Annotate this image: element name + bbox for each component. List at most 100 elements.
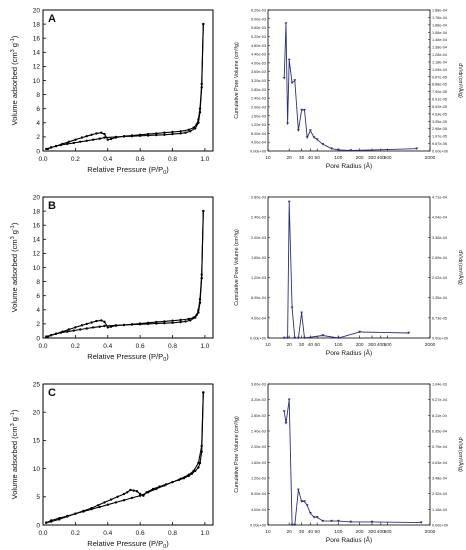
data-point: [163, 131, 166, 134]
y-tick-label-right: 8.11e-04: [432, 414, 447, 418]
y-tick-label: 2.00e-03: [251, 445, 266, 449]
y-tick-label: 2.40e-03: [251, 216, 266, 220]
data-point: [61, 330, 64, 333]
data-point: [171, 130, 174, 134]
data-point: [197, 118, 200, 121]
x-tick-label: 0.2: [71, 530, 80, 537]
y-tick-label-right: 4.71e-04: [432, 196, 447, 200]
data-point: [90, 506, 93, 510]
data-point: [106, 503, 110, 506]
panel-label: C: [48, 387, 56, 399]
y-tick-label-right: 2.02e-04: [432, 276, 447, 280]
data-point: [200, 450, 203, 453]
data-point: [116, 495, 119, 498]
data-point: [92, 138, 95, 141]
data-point: [72, 329, 76, 332]
data-point-marker: [297, 129, 300, 132]
y-tick-label: 3.60e-03: [251, 70, 266, 74]
desorption-line: [47, 24, 204, 150]
data-point: [187, 317, 190, 321]
data-point-marker: [337, 148, 340, 152]
adsorption-line: [46, 24, 204, 150]
y-tick-label: 3.60e-03: [251, 383, 266, 387]
data-point: [171, 321, 174, 324]
x-tick-label: 0.6: [136, 530, 145, 537]
x-tick-label: 0.4: [103, 530, 112, 537]
data-point: [145, 491, 148, 494]
y-tick-label: 1.60e-03: [251, 461, 266, 465]
y-tick-label: 2.40e-03: [251, 430, 266, 434]
y-tick-label-right: 0.00e+00: [432, 150, 448, 154]
data-point: [109, 498, 113, 501]
data-point-marker: [303, 336, 306, 340]
data-point: [198, 461, 202, 465]
data-point: [109, 137, 113, 141]
y-axis-label-close: ): [10, 222, 19, 225]
data-point-marker: [321, 143, 325, 146]
x-axis-label: Relative Pressure (P/P0): [87, 165, 169, 176]
y-tick-label: 6: [36, 106, 40, 113]
data-point: [103, 501, 106, 504]
y-tick-label: 2.80e-03: [251, 88, 266, 92]
data-point: [147, 321, 150, 324]
x-tick-label: 500: [384, 155, 392, 161]
data-point: [46, 147, 50, 151]
data-point: [103, 320, 106, 323]
data-point: [177, 478, 181, 482]
x-tick-label: 500: [384, 529, 392, 535]
data-point: [85, 322, 88, 326]
data-point-marker: [284, 22, 288, 25]
data-point: [138, 322, 142, 325]
data-point: [90, 133, 93, 136]
data-point-marker: [312, 136, 316, 139]
plot-frame: [42, 383, 214, 526]
y-tick-label: 16: [33, 223, 41, 230]
y-tick-label: 1.20e-03: [251, 477, 266, 481]
x-tick-label: 10: [265, 155, 271, 161]
y-tick-label: 4.40e-03: [251, 53, 266, 57]
data-point: [130, 134, 134, 137]
y-tick-label: 12: [33, 251, 41, 258]
data-point: [198, 107, 202, 110]
y-tick-label-right: 1.18e-04: [432, 60, 447, 64]
data-point-marker: [415, 147, 419, 150]
y-tick-label-right: 0.00e+00: [432, 524, 448, 528]
x-axis-label-text: Relative Pressure (P/P: [87, 165, 163, 174]
data-point-marker: [309, 129, 312, 132]
x-tick-label: 300: [368, 155, 376, 161]
data-point: [195, 313, 198, 316]
data-point: [184, 320, 187, 323]
x-tick-label: 0.6: [136, 156, 145, 163]
y-axis-label: Cumulative Pore Volume (cm³/g): [234, 416, 240, 493]
isotherm-panel: C 0.0 0.2 0.4 0.6 0.8 1.0 0 5 10 15 20 25 Relative Pr…: [10, 381, 214, 550]
y-tick-label: 2.80e-03: [251, 414, 266, 418]
data-point: [98, 325, 101, 328]
y-tick-label: 4.00e-04: [251, 316, 266, 320]
x-tick-label: 50: [315, 342, 321, 348]
y-tick-label: 16: [33, 36, 41, 43]
data-point: [158, 485, 161, 488]
y-tick-label: 14: [33, 237, 41, 244]
y-tick-label-right: 1.16e-04: [432, 508, 447, 512]
data-point: [163, 133, 166, 136]
data-point: [187, 474, 190, 478]
data-point-marker: [349, 520, 353, 524]
plot-frame: [267, 9, 431, 152]
data-point-marker: [321, 519, 325, 523]
x-axis-label-sub: 0: [163, 357, 166, 363]
y-tick-label: 4.00e-04: [251, 508, 266, 512]
y-tick-label: 2.40e-03: [251, 97, 266, 101]
data-point: [114, 501, 118, 504]
y-tick-label: 8.00e-04: [251, 492, 266, 496]
y-tick-label: 2.80e-03: [251, 196, 266, 200]
data-point-marker: [287, 58, 291, 62]
plot-frame: [267, 196, 431, 339]
x-axis-label: Relative Pressure (P/P0): [87, 539, 169, 550]
data-point: [151, 487, 155, 491]
data-point-marker: [287, 200, 291, 204]
y-tick-label-right: 5.79e-04: [432, 445, 447, 449]
data-point: [103, 132, 106, 136]
x-tick-label: 0.0: [38, 156, 47, 163]
